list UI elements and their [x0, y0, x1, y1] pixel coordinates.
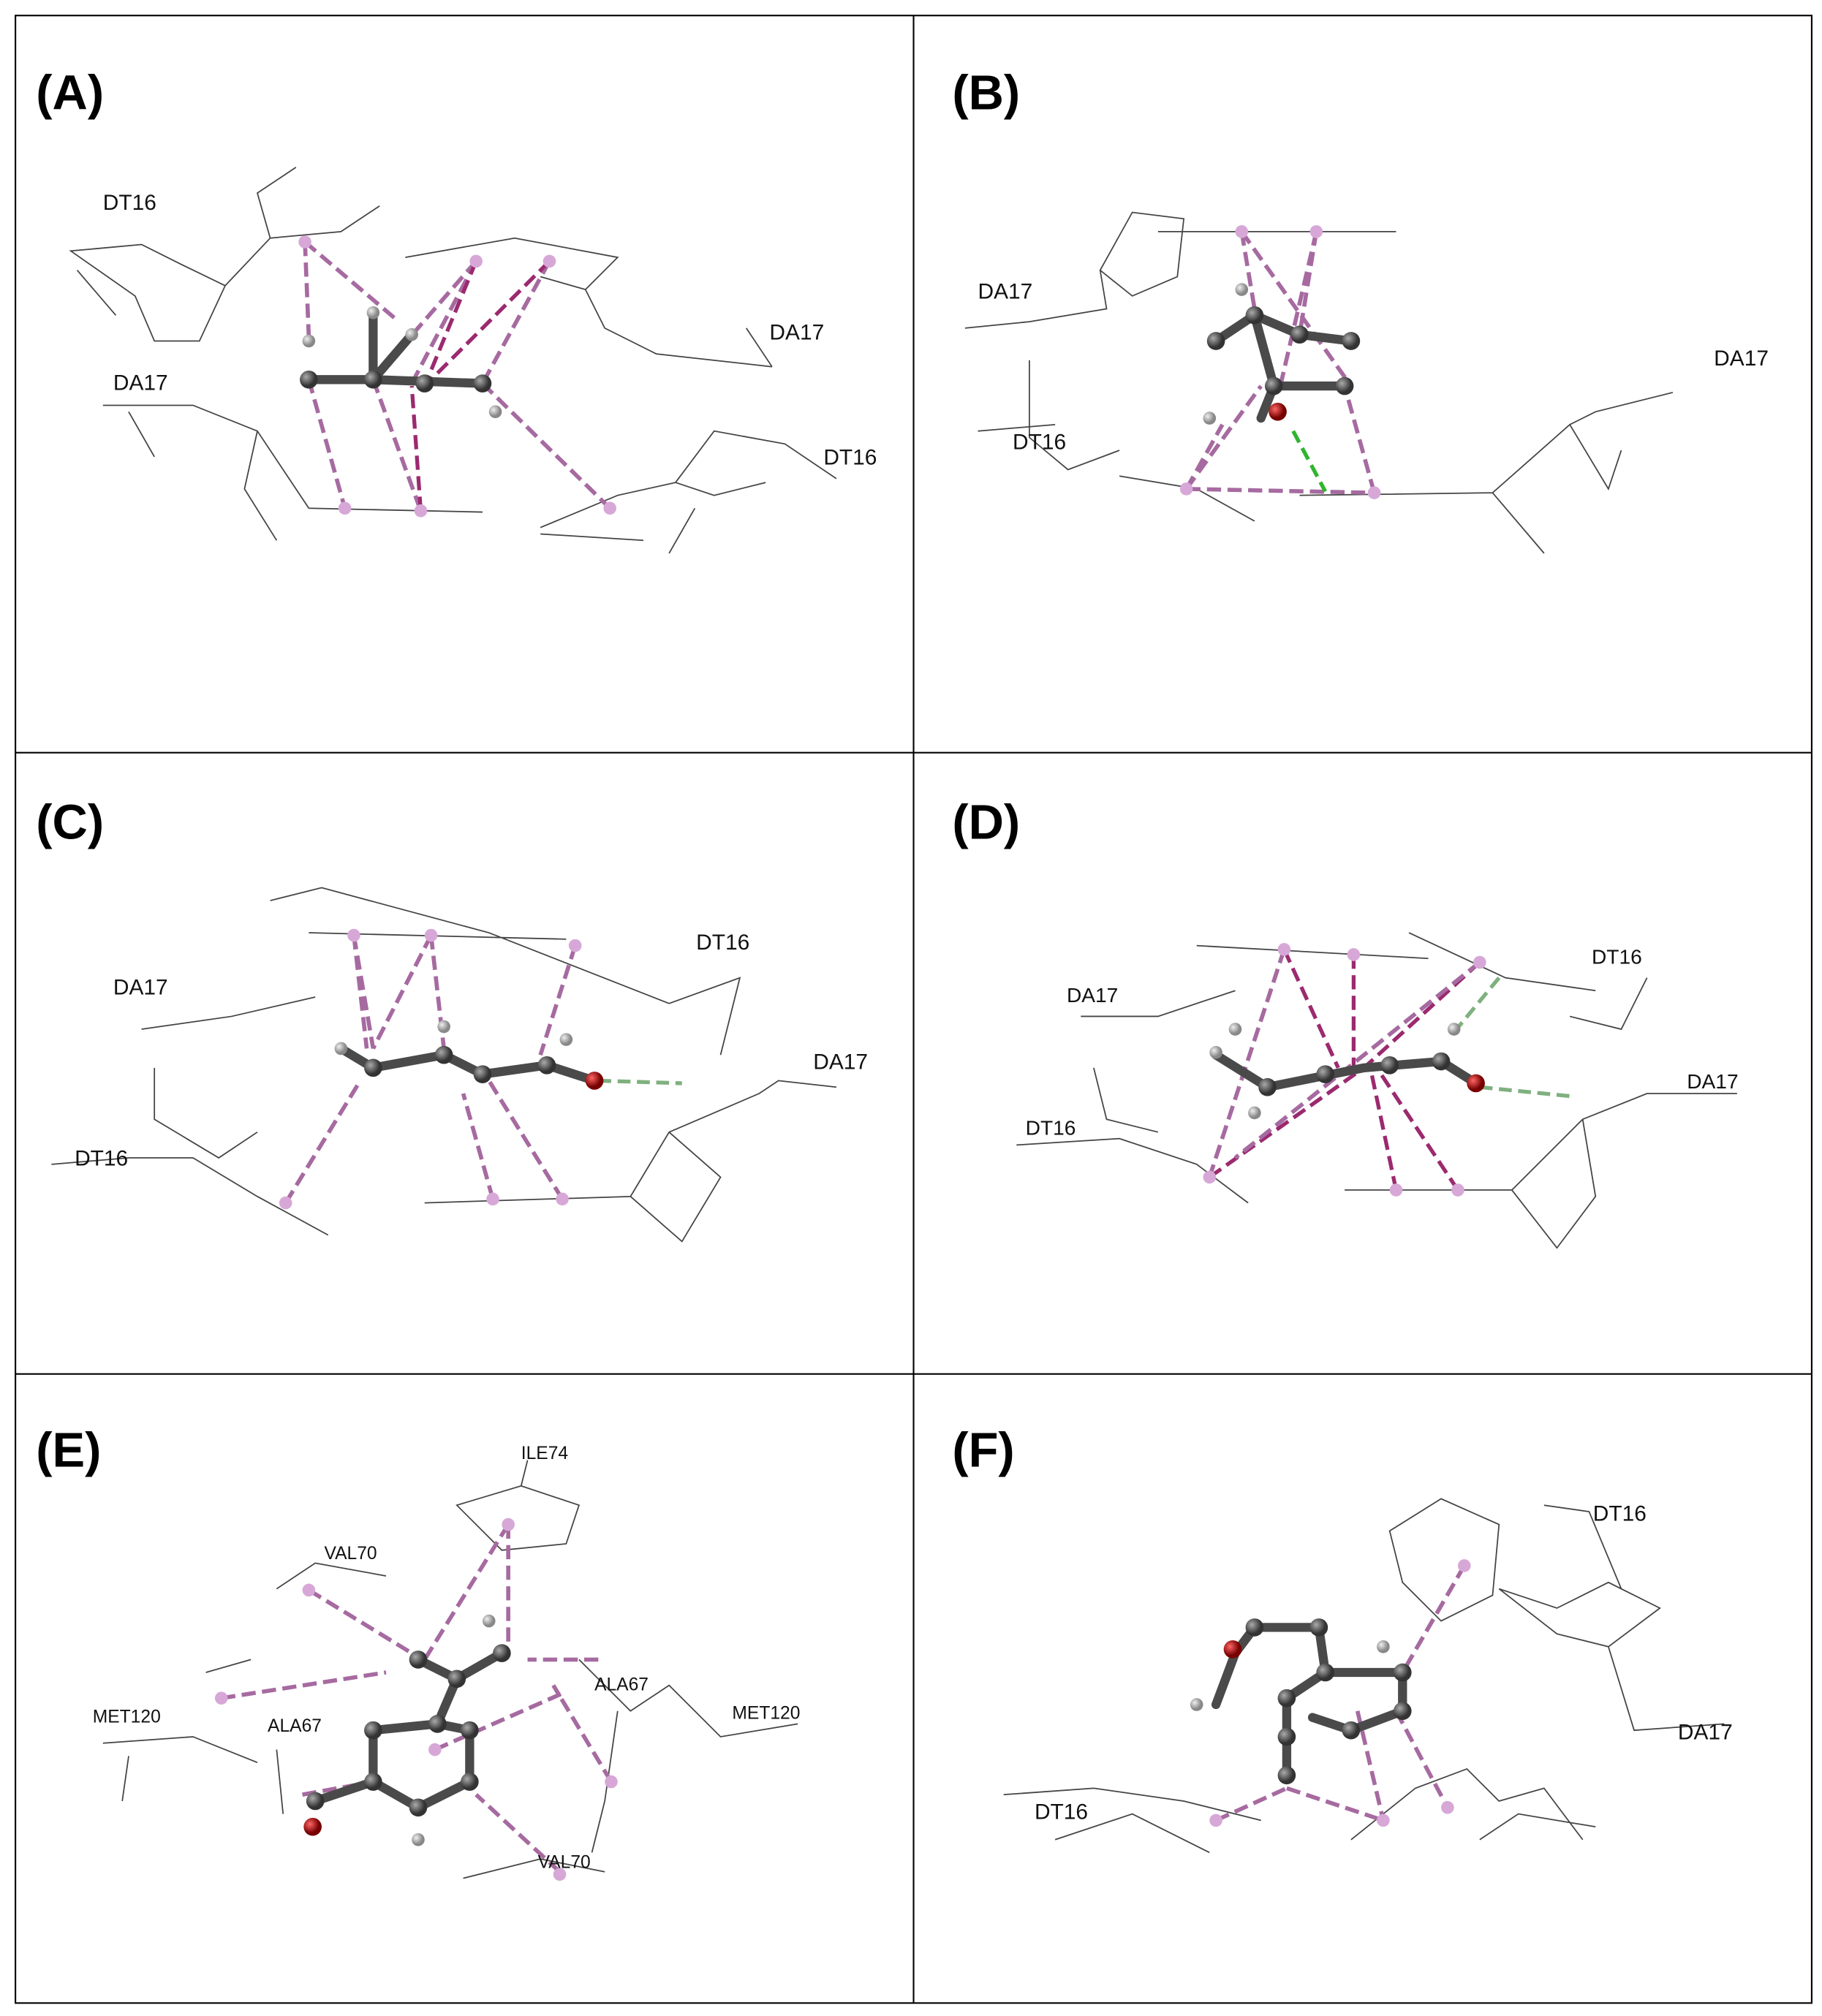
panel-d-structure — [1016, 932, 1737, 1249]
panel-c-structure — [51, 887, 837, 1243]
residue-label: MET120 — [732, 1703, 800, 1723]
residue-label: DA17 — [978, 279, 1033, 303]
residue-label: DA17 — [813, 1050, 868, 1075]
panel-f-structure — [1003, 1498, 1725, 1854]
residue-label: DA17 — [113, 976, 168, 1000]
residue-label: DA17 — [769, 321, 824, 345]
residue-label: DA17 — [1687, 1070, 1738, 1093]
residue-label: DT16 — [1026, 1116, 1076, 1139]
residue-label: DT16 — [696, 931, 749, 955]
residue-label: DT16 — [1013, 430, 1066, 454]
residue-label: ILE74 — [521, 1444, 568, 1463]
labels: (A) DT16 DA17 DA17 DT16 (B) DA17 DA17 DT… — [36, 66, 1769, 1873]
panel-e-structure — [102, 1460, 798, 1882]
residue-label: VAL70 — [324, 1544, 377, 1564]
panel-label: (C) — [36, 795, 104, 850]
panel-label: (E) — [36, 1422, 101, 1477]
panel-label: (F) — [952, 1422, 1014, 1477]
residue-label: MET120 — [93, 1708, 161, 1727]
residue-label: ALA67 — [594, 1675, 649, 1695]
residue-label: DA17 — [1714, 346, 1769, 371]
panel-label: (B) — [952, 66, 1020, 121]
residue-label: VAL70 — [538, 1852, 591, 1872]
panel-label: (D) — [952, 795, 1020, 850]
residue-label: DT16 — [823, 445, 877, 469]
residue-label: DA17 — [1678, 1720, 1733, 1744]
residue-label: DT16 — [1592, 945, 1642, 968]
residue-label: DT16 — [75, 1147, 128, 1171]
residue-label: DA17 — [1067, 984, 1118, 1007]
residue-label: DT16 — [103, 191, 156, 215]
residue-label: ALA67 — [268, 1716, 322, 1736]
panel-b-structure — [964, 211, 1674, 554]
grid-frame — [15, 15, 1812, 2004]
panel-label: (A) — [36, 66, 104, 121]
residue-label: DA17 — [113, 371, 168, 395]
panel-a-structure — [69, 167, 837, 554]
residue-label: DT16 — [1035, 1800, 1088, 1824]
residue-label: DT16 — [1593, 1501, 1647, 1526]
